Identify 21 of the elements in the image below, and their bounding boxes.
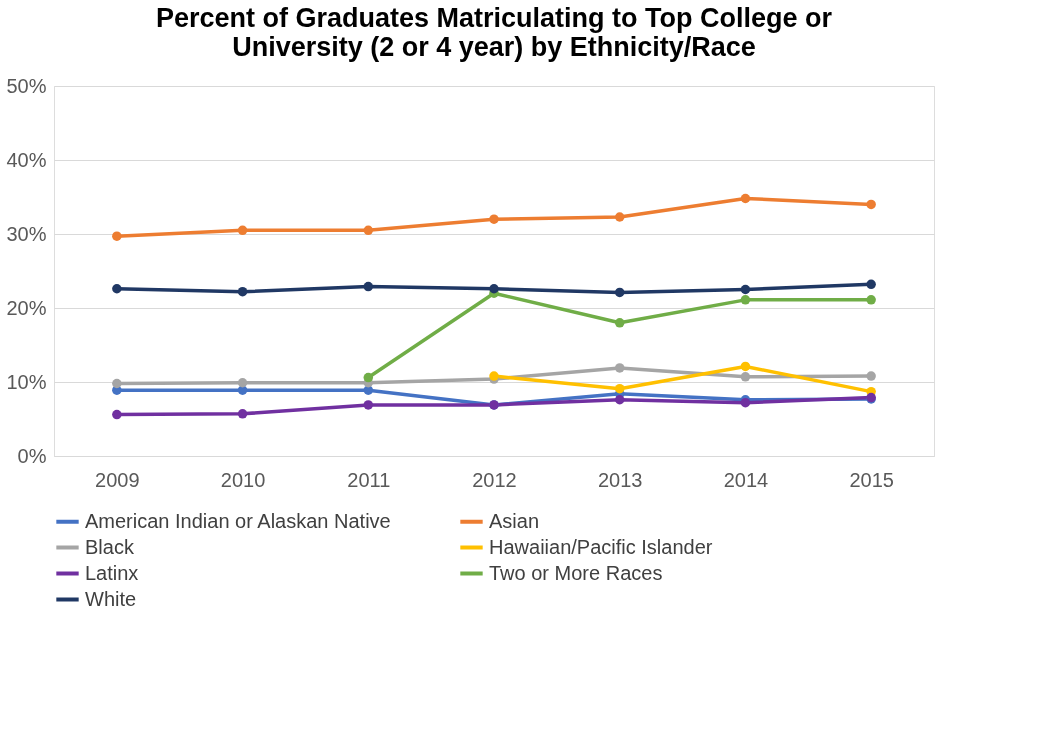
legend-label: Hawaiian/Pacific Islander: [489, 535, 713, 558]
y-tick-label: 50%: [6, 74, 47, 97]
legend-label: Latinx: [85, 561, 139, 584]
y-tick-label: 30%: [6, 222, 47, 245]
x-tick-label: 2012: [472, 468, 517, 491]
x-tick-label: 2009: [95, 468, 140, 491]
x-tick-label: 2014: [723, 468, 769, 491]
y-tick-label: 40%: [6, 148, 47, 171]
y-tick-label: 20%: [6, 296, 47, 319]
legend-label: Two or More Races: [489, 561, 663, 584]
legend-label: White: [85, 587, 137, 610]
y-tick-label: 0%: [17, 444, 47, 467]
legend-label: American Indian or Alaskan Native: [85, 509, 391, 532]
chart-title: Percent of Graduates Matriculating to Top College or University (2 or 4 year) by Ethnicity/Race: [155, 3, 833, 62]
x-tick-label: 2015: [849, 468, 894, 491]
x-tick-label: 2010: [220, 468, 266, 491]
legend-label: Black: [85, 535, 135, 558]
legend-label: Asian: [489, 509, 540, 532]
x-tick-label: 2013: [597, 468, 643, 491]
x-tick-label: 2011: [347, 468, 391, 491]
y-tick-label: 10%: [6, 370, 47, 393]
